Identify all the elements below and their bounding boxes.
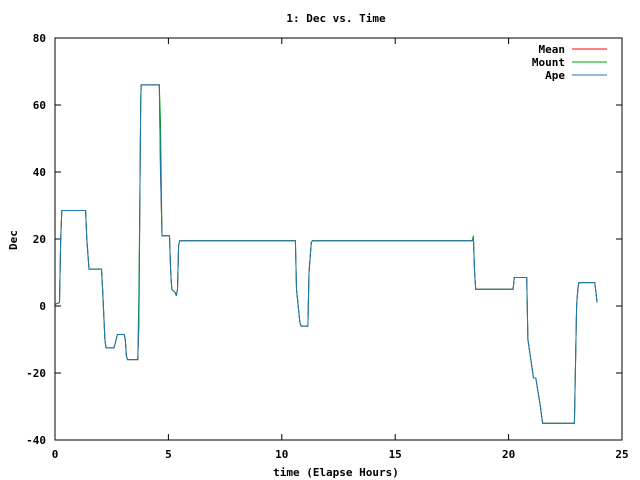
y-tick-label: -40 [26, 434, 46, 447]
x-tick-label: 5 [165, 448, 172, 461]
legend-label-ape: Ape [545, 69, 565, 82]
y-tick-label: 80 [33, 32, 46, 45]
y-tick-label: 40 [33, 166, 46, 179]
series-lines [54, 84, 598, 424]
plot-frame [54, 37, 623, 441]
legend-label-mount: Mount [532, 56, 565, 69]
y-axis-label: Dec [7, 230, 20, 250]
series-line-ape [54, 84, 598, 424]
x-tick-label: 25 [615, 448, 628, 461]
y-tick-label: 60 [33, 99, 46, 112]
x-axis-label: time (Elapse Hours) [273, 466, 399, 479]
x-tick-label: 10 [275, 448, 288, 461]
chart-title: 1: Dec vs. Time [286, 12, 386, 25]
y-tick-label: 0 [39, 300, 46, 313]
x-tick-label: 20 [502, 448, 515, 461]
y-tick-label: -20 [26, 367, 46, 380]
y-tick-label: 20 [33, 233, 46, 246]
axis-ticks: 0 5 10 15 20 25 -40 -20 0 20 40 60 80 [26, 32, 629, 461]
x-tick-label: 0 [52, 448, 59, 461]
x-tick-label: 15 [389, 448, 402, 461]
legend-label-mean: Mean [539, 43, 566, 56]
